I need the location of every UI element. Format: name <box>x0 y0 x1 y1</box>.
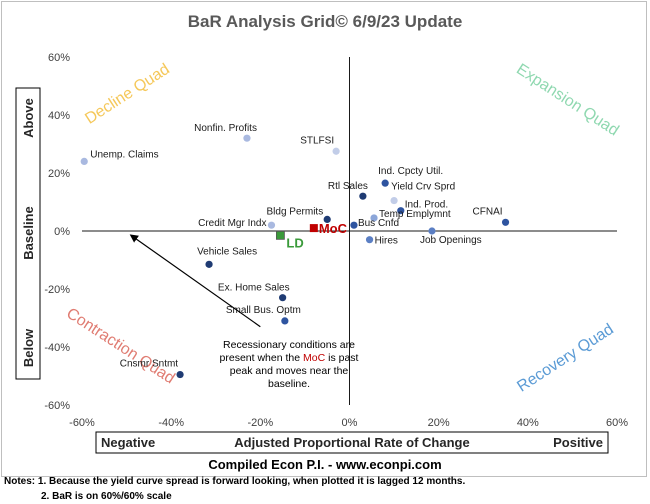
x-axis-negative-label: Negative <box>101 435 155 450</box>
footnote-1: Notes: 1. Because the yield curve spread… <box>4 476 465 487</box>
data-point-label: Temp Emplymnt <box>379 209 451 220</box>
data-point-label: Small Bus. Optm <box>226 305 301 316</box>
data-point <box>205 260 213 268</box>
data-point <box>323 215 331 223</box>
axis-title-layer: Negative Adjusted Proportional Rate of Ch… <box>15 87 609 454</box>
data-point <box>281 317 289 325</box>
quadrant-label: Decline Quad <box>82 61 173 128</box>
data-point-label: STLFSI <box>300 135 334 146</box>
quadrant-label: Contraction Quad <box>63 305 177 388</box>
data-point <box>80 157 88 165</box>
x-tick-label: 0% <box>342 417 358 429</box>
data-point-label: CFNAI <box>473 206 503 217</box>
y-tick-label: 40% <box>48 110 70 122</box>
data-point <box>176 370 184 379</box>
x-tick-label: 60% <box>606 417 628 429</box>
data-point <box>243 134 251 142</box>
y-tick-label: -40% <box>44 342 70 354</box>
x-tick-label: -40% <box>158 417 184 429</box>
data-point-label: Vehicle Sales <box>197 246 257 257</box>
y-tick-label: 20% <box>48 168 70 180</box>
axes-layer: 60% 40% 20% 0% -20% -40% -60% -60% -40% -20% 0% 20%… <box>44 52 628 429</box>
chart-frame <box>1 1 647 477</box>
points-layer: Nonfin. Profits Unemp. Claims STLFSI Ind. C… <box>80 123 510 379</box>
data-point <box>279 294 287 302</box>
credit-line: Compiled Econ P.I. - www.econpi.com <box>208 457 441 472</box>
data-point <box>397 207 405 215</box>
x-tick-label: -60% <box>69 417 95 429</box>
data-point <box>370 214 378 222</box>
ld-marker <box>275 230 285 240</box>
data-point-label: Credit Mgr Indx <box>198 218 266 229</box>
y-axis-title-box <box>15 87 41 380</box>
data-point <box>350 221 358 229</box>
data-point <box>332 147 340 155</box>
x-tick-label: 20% <box>428 417 450 429</box>
data-point-label: Yield Crv Sprd <box>391 182 455 193</box>
moc-label: MoC <box>319 221 348 236</box>
data-point-label: Ex. Home Sales <box>218 283 290 294</box>
y-axis-title-part: Above <box>21 98 36 138</box>
data-point-label: Ind. Prod. <box>405 200 448 211</box>
quadrant-label: Recovery Quad <box>514 321 616 396</box>
data-point <box>428 227 436 235</box>
data-point-label: Bus Cnfd <box>358 218 399 229</box>
data-point <box>390 196 398 205</box>
annotation-line: Recessionary conditions are <box>223 339 355 351</box>
data-point-label: Unemp. Claims <box>90 149 158 160</box>
y-tick-label: -20% <box>44 284 70 296</box>
x-axis-title-box <box>95 431 609 454</box>
data-point <box>267 221 276 229</box>
data-point-label: Job Openings <box>420 235 482 246</box>
annotation-line: baseline. <box>268 378 310 390</box>
data-point <box>381 179 389 187</box>
y-tick-label: 0% <box>54 226 70 238</box>
x-tick-label: 40% <box>517 417 539 429</box>
chart-title: BaR Analysis Grid© 6/9/23 Update <box>188 12 463 31</box>
moc-marker <box>309 224 318 233</box>
y-tick-label: -60% <box>44 400 70 412</box>
data-point-label: Ind. Cpcty Util. <box>378 166 443 177</box>
data-point-label: Nonfin. Profits <box>194 123 257 134</box>
x-tick-label: -20% <box>247 417 273 429</box>
x-axis-positive-label: Positive <box>553 435 603 450</box>
data-point-label: Hires <box>375 236 398 247</box>
y-tick-label: 60% <box>48 52 70 64</box>
y-axis-title-part: Baseline <box>21 206 36 259</box>
data-point <box>359 192 367 200</box>
annotation-line: peak and moves near the <box>230 365 349 377</box>
data-point-label: Cnsmr Sntmt <box>120 359 179 370</box>
quadrant-label: Expansion Quad <box>513 61 621 140</box>
y-axis-title-part: Below <box>21 328 36 367</box>
footnote-2: 2. BaR is on 60%/60% scale <box>41 491 172 502</box>
x-axis-title: Adjusted Proportional Rate of Change <box>234 435 469 450</box>
data-point <box>501 218 510 226</box>
data-point-label: Rtl Sales <box>328 181 368 192</box>
data-point-label: Bldg Permits <box>267 206 324 217</box>
data-point <box>365 236 374 244</box>
ld-label: LD <box>286 235 303 250</box>
annotation-arrow <box>129 234 261 328</box>
annotation-line: present when the MoC is past <box>220 352 359 364</box>
